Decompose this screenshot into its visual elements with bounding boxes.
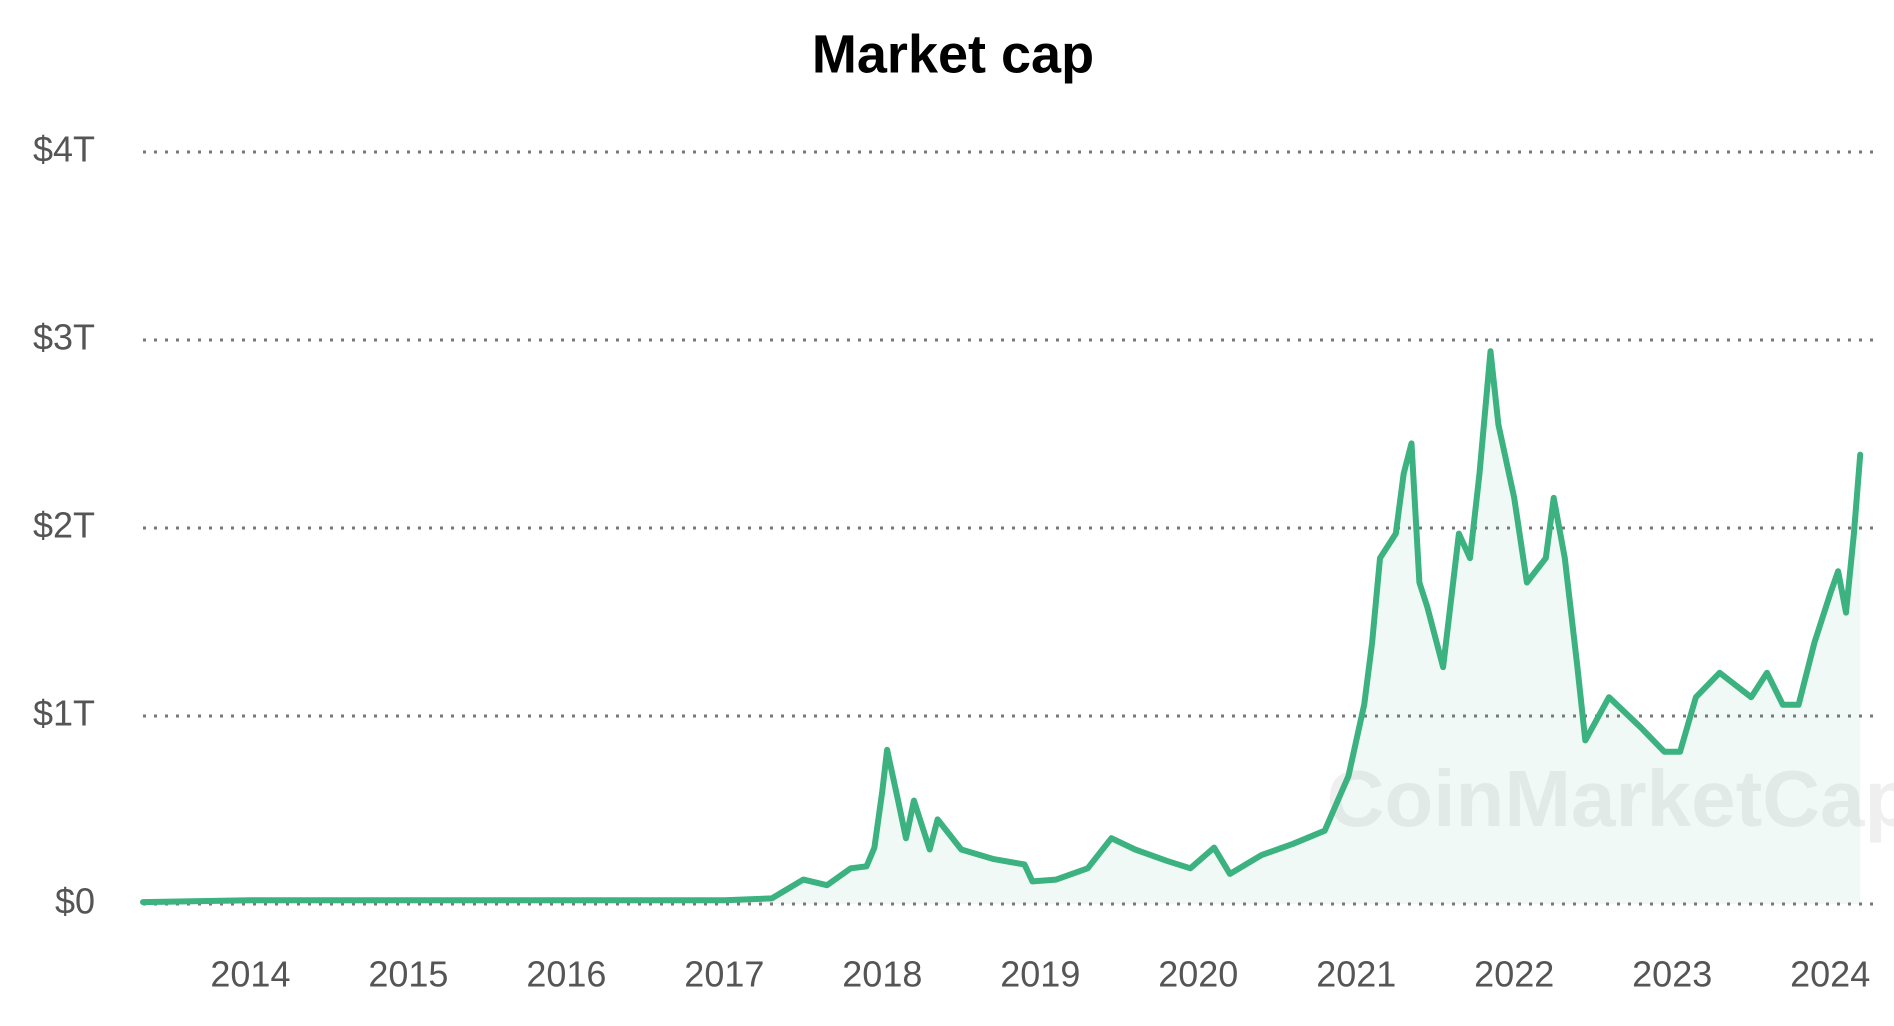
y-tick-label: $2T (33, 505, 95, 546)
x-tick-label: 2023 (1632, 954, 1712, 995)
x-tick-label: 2014 (210, 954, 290, 995)
x-tick-label: 2020 (1158, 954, 1238, 995)
x-tick-label: 2022 (1474, 954, 1554, 995)
y-tick-label: $1T (33, 693, 95, 734)
watermark: CoinMarketCap (1327, 754, 1894, 843)
line (140, 348, 1864, 906)
x-tick-label: 2024 (1790, 954, 1870, 995)
y-tick-label: $4T (33, 129, 95, 170)
x-tick-label: 2015 (368, 954, 448, 995)
area (143, 351, 1861, 904)
x-tick-label: 2019 (1000, 954, 1080, 995)
chart-title: Market cap (812, 24, 1094, 84)
y-tick-label: $3T (33, 317, 95, 358)
x-tick-label: 2021 (1316, 954, 1396, 995)
x-tick-label: 2017 (684, 954, 764, 995)
y-tick-label: $0 (55, 881, 95, 922)
x-tick-label: 2016 (526, 954, 606, 995)
x-tick-label: 2018 (842, 954, 922, 995)
